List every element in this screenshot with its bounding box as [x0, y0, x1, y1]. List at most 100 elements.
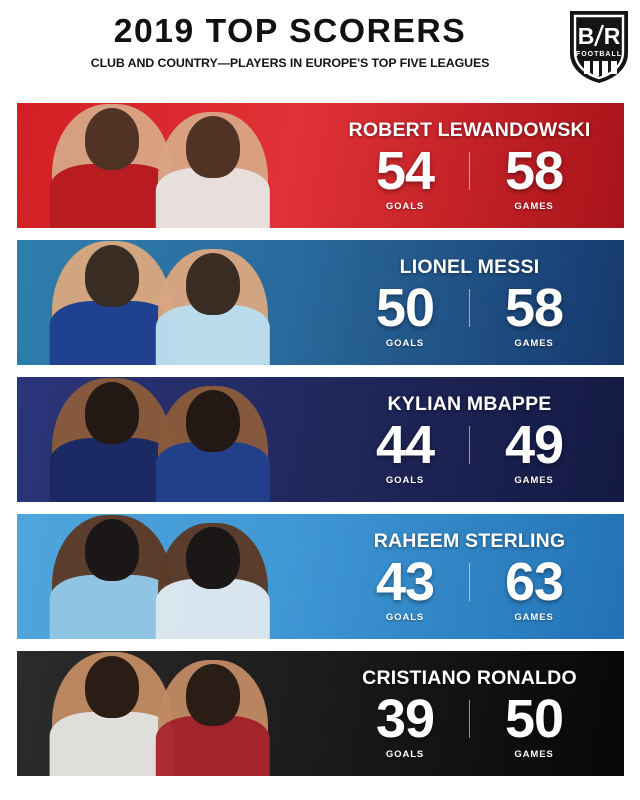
stat-goals: 39 GOALS — [341, 689, 469, 760]
games-value: 50 — [504, 689, 564, 750]
games-value: 58 — [504, 278, 564, 339]
stat-games: 49 GAMES — [470, 415, 598, 486]
stat-block: ROBERT LEWANDOWSKI 54 GOALS 58 GAMES — [341, 119, 598, 211]
stats-group: 43 GOALS 63 GAMES — [341, 552, 598, 623]
player-head — [85, 382, 140, 444]
player-figure-country — [155, 523, 271, 639]
stat-divider — [469, 700, 470, 738]
page-title: 2019 TOP SCORERS — [113, 12, 467, 49]
games-label: GAMES — [514, 200, 554, 212]
stat-block: KYLIAN MBAPPE 44 GOALS 49 GAMES — [341, 393, 598, 485]
player-row[interactable]: LIONEL MESSI 50 GOALS 58 GAMES — [17, 240, 624, 365]
stats-group: 44 GOALS 49 GAMES — [341, 415, 598, 486]
player-head — [185, 116, 240, 178]
player-figure-club — [49, 378, 175, 502]
goals-label: GOALS — [385, 474, 425, 486]
shield-icon: B R FOOTBALL — [570, 11, 628, 83]
stat-divider — [469, 563, 470, 601]
br-football-logo: B R FOOTBALL — [568, 9, 630, 85]
goals-value: 43 — [375, 552, 435, 613]
goals-label: GOALS — [385, 748, 425, 760]
stat-games: 58 GAMES — [470, 141, 598, 212]
country-jersey — [155, 442, 271, 502]
player-head — [185, 664, 240, 726]
player-head — [85, 245, 140, 307]
player-head — [85, 519, 140, 581]
player-row[interactable]: KYLIAN MBAPPE 44 GOALS 49 GAMES — [17, 377, 624, 502]
club-jersey — [49, 574, 175, 639]
goals-label: GOALS — [385, 337, 425, 349]
country-jersey — [155, 305, 271, 365]
country-jersey — [155, 716, 271, 776]
header: 2019 TOP SCORERS CLUB AND COUNTRY—PLAYER… — [0, 0, 640, 95]
player-figure-country — [155, 249, 271, 365]
stats-group: 39 GOALS 50 GAMES — [341, 689, 598, 760]
player-name: LIONEL MESSI — [399, 256, 540, 279]
stat-games: 63 GAMES — [470, 552, 598, 623]
games-label: GAMES — [514, 474, 554, 486]
player-photo-collage — [17, 377, 369, 502]
stat-goals: 50 GOALS — [341, 278, 469, 349]
player-photo-collage — [17, 514, 369, 639]
player-figure-club — [49, 515, 175, 639]
player-head — [185, 527, 240, 589]
club-jersey — [49, 163, 175, 228]
player-head — [185, 253, 240, 315]
stat-games: 50 GAMES — [470, 689, 598, 760]
club-jersey — [49, 300, 175, 365]
games-label: GAMES — [514, 611, 554, 623]
stat-goals: 43 GOALS — [341, 552, 469, 623]
player-photo-collage — [17, 240, 369, 365]
svg-text:FOOTBALL: FOOTBALL — [576, 51, 622, 58]
player-figure-club — [49, 104, 175, 228]
goals-value: 44 — [375, 415, 435, 476]
player-figure-country — [155, 386, 271, 502]
player-head — [85, 108, 140, 170]
country-jersey — [155, 168, 271, 228]
stat-divider — [469, 152, 470, 190]
stat-block: CRISTIANO RONALDO 39 GOALS 50 GAMES — [341, 667, 598, 759]
games-value: 49 — [504, 415, 564, 476]
page-subtitle: CLUB AND COUNTRY—PLAYERS IN EUROPE'S TOP… — [90, 55, 490, 70]
goals-value: 50 — [375, 278, 435, 339]
player-rows: ROBERT LEWANDOWSKI 54 GOALS 58 GAMES — [17, 103, 624, 776]
stat-goals: 44 GOALS — [341, 415, 469, 486]
games-value: 58 — [504, 141, 564, 202]
player-figure-country — [155, 660, 271, 776]
stat-games: 58 GAMES — [470, 278, 598, 349]
goals-value: 39 — [375, 689, 435, 750]
svg-text:R: R — [604, 23, 621, 49]
stat-divider — [469, 426, 470, 464]
player-head — [85, 656, 140, 718]
club-jersey — [49, 437, 175, 502]
player-row[interactable]: RAHEEM STERLING 43 GOALS 63 GAMES — [17, 514, 624, 639]
player-row[interactable]: CRISTIANO RONALDO 39 GOALS 50 GAMES — [17, 651, 624, 776]
country-jersey — [155, 579, 271, 639]
stats-group: 50 GOALS 58 GAMES — [341, 278, 598, 349]
goals-value: 54 — [375, 141, 435, 202]
stats-group: 54 GOALS 58 GAMES — [341, 141, 598, 212]
stat-block: LIONEL MESSI 50 GOALS 58 GAMES — [341, 256, 598, 348]
games-label: GAMES — [514, 337, 554, 349]
club-jersey — [49, 711, 175, 776]
player-name: ROBERT LEWANDOWSKI — [348, 119, 591, 142]
player-head — [185, 390, 240, 452]
player-figure-country — [155, 112, 271, 228]
player-figure-club — [49, 652, 175, 776]
player-photo-collage — [17, 651, 369, 776]
player-figure-club — [49, 241, 175, 365]
player-photo-collage — [17, 103, 369, 228]
header-text-group: 2019 TOP SCORERS CLUB AND COUNTRY—PLAYER… — [0, 12, 640, 70]
games-value: 63 — [504, 552, 564, 613]
player-name: KYLIAN MBAPPE — [387, 393, 552, 416]
goals-label: GOALS — [385, 200, 425, 212]
player-name: CRISTIANO RONALDO — [362, 667, 577, 690]
stat-block: RAHEEM STERLING 43 GOALS 63 GAMES — [341, 530, 598, 622]
stat-divider — [469, 289, 470, 327]
player-name: RAHEEM STERLING — [373, 530, 566, 553]
games-label: GAMES — [514, 748, 554, 760]
svg-text:B: B — [578, 23, 595, 49]
player-row[interactable]: ROBERT LEWANDOWSKI 54 GOALS 58 GAMES — [17, 103, 624, 228]
stat-goals: 54 GOALS — [341, 141, 469, 212]
